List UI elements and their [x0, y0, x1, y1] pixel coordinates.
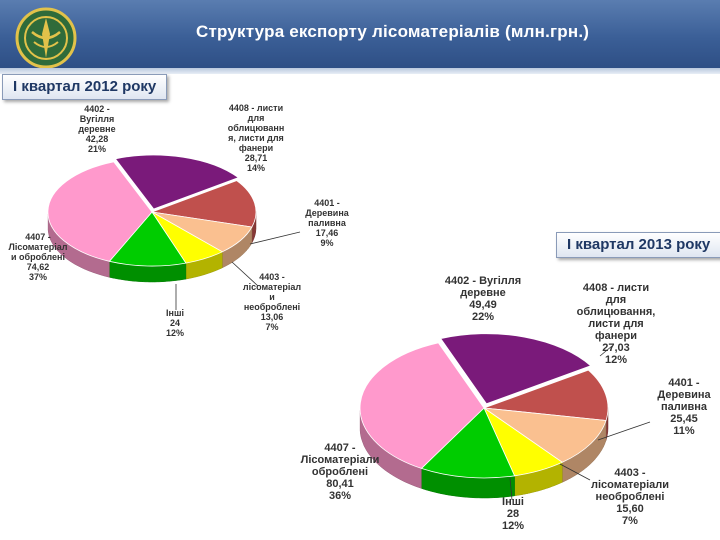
pie2012-leader-fuelwood — [249, 231, 301, 245]
slide-header: Структура експорту лісоматеріалів (млн.г… — [0, 0, 720, 69]
pie2013-slice-0 — [440, 333, 592, 405]
header-divider — [0, 68, 720, 74]
pie2012-slice-4 — [108, 211, 187, 267]
label-2013-fuelwood: 4401 - Деревина паливна 25,45 11% — [657, 377, 711, 437]
label-2013-unprocessed: 4403 - лісоматеріали необроблені 15,60 7… — [591, 467, 669, 527]
label-2012-charcoal: 4402 - Вугілля деревне 42,28 21% — [78, 104, 116, 154]
pie2013-leader-other — [509, 477, 513, 501]
label-2013-charcoal: 4402 - Вугілля деревне 49,49 22% — [444, 275, 522, 323]
pie2013-slice-2 — [483, 407, 607, 463]
quarter-2013-label: І квартал 2013 року — [556, 232, 720, 258]
label-2013-veneer: 4408 - листи для облицювання, листи для … — [576, 282, 656, 366]
label-2012-veneer: 4408 - листи для облицюванн я, листи для… — [227, 103, 285, 173]
label-2012-unprocessed: 4403 - лісоматеріал и необроблені 13,06 … — [242, 272, 302, 332]
pie2012-leader-unprocessed — [231, 261, 259, 287]
pie2012-slice-5 — [47, 161, 153, 262]
pie2013-leader-unprocessed — [559, 463, 591, 481]
label-2012-other: Інші 24 12% — [165, 308, 184, 338]
label-2013-other: Інші 28 12% — [501, 496, 525, 532]
customs-emblem-icon — [15, 7, 77, 69]
pie2013-slice-5 — [359, 342, 485, 469]
pie2013-leader-veneer — [599, 345, 613, 357]
quarter-2012-label: І квартал 2012 року — [2, 74, 168, 100]
pie2013-slice-4 — [420, 407, 516, 479]
pie2012-slice-1 — [151, 180, 257, 228]
slide-title: Структура експорту лісоматеріалів (млн.г… — [196, 22, 590, 41]
label-2012-fuelwood: 4401 - Деревина паливна 17,46 9% — [305, 198, 349, 248]
pie2013-leader-fuelwood — [597, 421, 651, 441]
label-2013-processed: 4407 - Лісоматеріали оброблені 80,41 36% — [300, 442, 380, 502]
pie2012-slice-0 — [114, 154, 240, 210]
label-2012-processed: 4407 - Лісоматеріал и оброблені 74,62 37… — [8, 232, 68, 282]
pie2013-slice-1 — [483, 369, 609, 421]
